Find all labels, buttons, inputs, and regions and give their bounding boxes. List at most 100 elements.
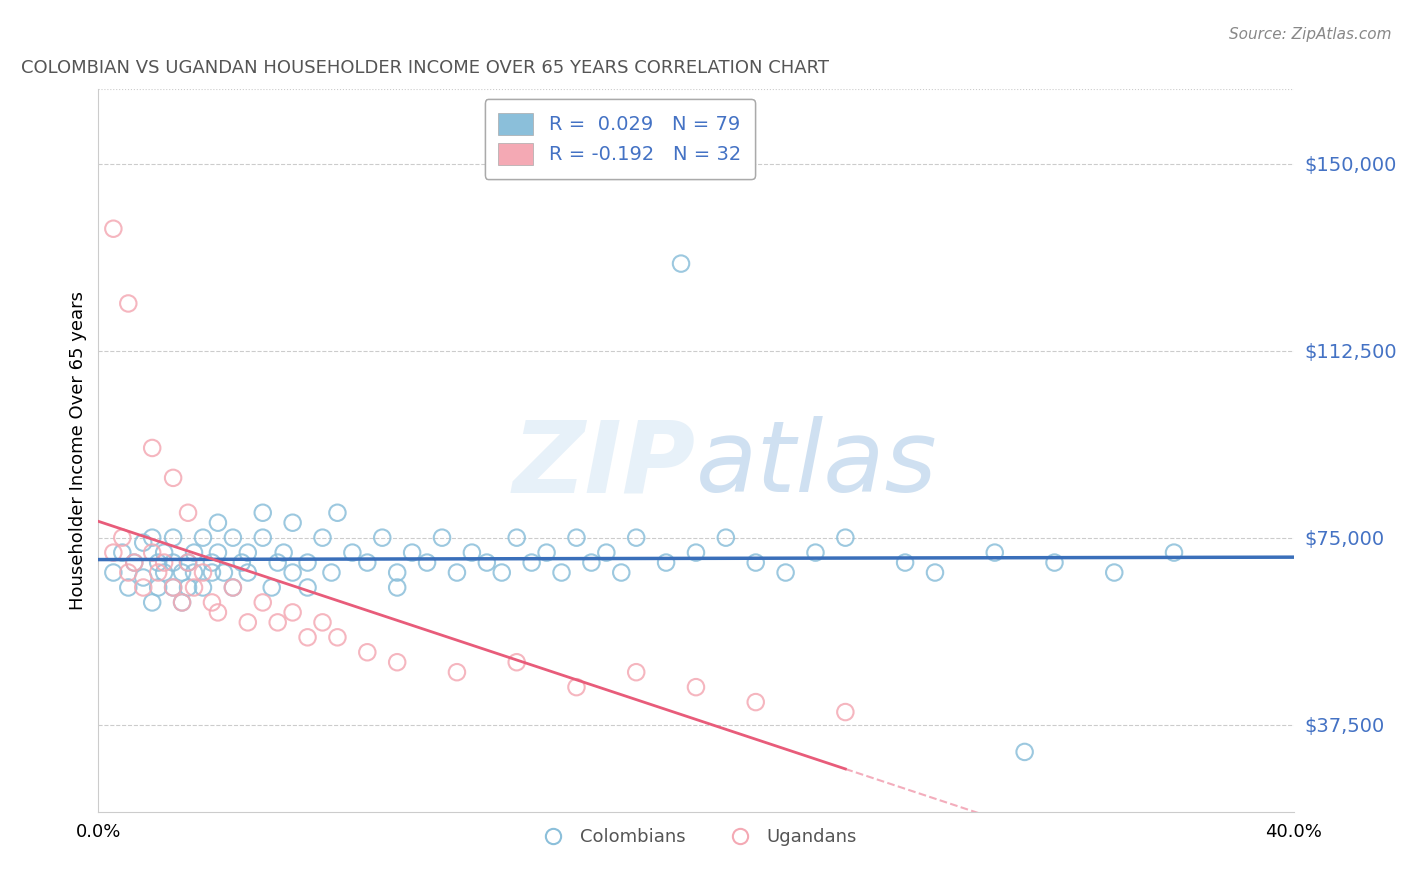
- Point: [446, 665, 468, 680]
- Point: [401, 546, 423, 560]
- Point: [201, 556, 224, 570]
- Point: [103, 546, 125, 560]
- Point: [984, 546, 1007, 560]
- Point: [924, 566, 946, 580]
- Point: [273, 546, 295, 560]
- Point: [260, 581, 283, 595]
- Text: COLOMBIAN VS UGANDAN HOUSEHOLDER INCOME OVER 65 YEARS CORRELATION CHART: COLOMBIAN VS UGANDAN HOUSEHOLDER INCOME …: [21, 59, 828, 77]
- Point: [222, 531, 245, 545]
- Point: [1104, 566, 1126, 580]
- Point: [222, 581, 245, 595]
- Point: [191, 581, 214, 595]
- Point: [148, 581, 170, 595]
- Point: [506, 655, 529, 669]
- Point: [212, 566, 235, 580]
- Point: [475, 556, 498, 570]
- Point: [356, 556, 378, 570]
- Point: [894, 556, 917, 570]
- Text: atlas: atlas: [696, 417, 938, 514]
- Point: [177, 556, 200, 570]
- Point: [153, 546, 176, 560]
- Point: [1163, 546, 1185, 560]
- Point: [267, 556, 290, 570]
- Point: [207, 516, 229, 530]
- Point: [162, 531, 184, 545]
- Point: [446, 566, 468, 580]
- Point: [111, 546, 134, 560]
- Point: [162, 471, 184, 485]
- Point: [141, 531, 163, 545]
- Point: [834, 705, 856, 719]
- Point: [162, 581, 184, 595]
- Point: [153, 556, 176, 570]
- Point: [141, 546, 163, 560]
- Point: [565, 531, 588, 545]
- Point: [148, 556, 170, 570]
- Point: [172, 595, 194, 609]
- Point: [177, 506, 200, 520]
- Point: [124, 556, 146, 570]
- Point: [111, 531, 134, 545]
- Point: [491, 566, 513, 580]
- Point: [416, 556, 439, 570]
- Point: [172, 566, 194, 580]
- Point: [321, 566, 343, 580]
- Point: [162, 581, 184, 595]
- Point: [183, 566, 205, 580]
- Point: [252, 595, 274, 609]
- Point: [297, 630, 319, 644]
- Point: [201, 595, 224, 609]
- Point: [236, 546, 259, 560]
- Point: [685, 546, 707, 560]
- Point: [536, 546, 558, 560]
- Point: [626, 665, 648, 680]
- Point: [183, 546, 205, 560]
- Point: [626, 531, 648, 545]
- Point: [141, 441, 163, 455]
- Point: [385, 581, 409, 595]
- Point: [236, 566, 259, 580]
- Point: [281, 516, 304, 530]
- Point: [311, 615, 333, 630]
- Point: [162, 556, 184, 570]
- Point: [117, 296, 139, 310]
- Point: [132, 581, 155, 595]
- Point: [141, 595, 163, 609]
- Point: [520, 556, 543, 570]
- Point: [252, 531, 274, 545]
- Point: [565, 680, 588, 694]
- Point: [117, 566, 139, 580]
- Point: [207, 546, 229, 560]
- Legend: R =  0.029   N = 79, R = -0.192   N = 32: R = 0.029 N = 79, R = -0.192 N = 32: [485, 99, 755, 178]
- Point: [252, 506, 274, 520]
- Point: [775, 566, 797, 580]
- Point: [297, 581, 319, 595]
- Text: Source: ZipAtlas.com: Source: ZipAtlas.com: [1229, 27, 1392, 42]
- Point: [685, 680, 707, 694]
- Point: [311, 531, 333, 545]
- Point: [132, 570, 155, 584]
- Point: [385, 655, 409, 669]
- Point: [281, 566, 304, 580]
- Point: [281, 606, 304, 620]
- Point: [610, 566, 633, 580]
- Point: [124, 556, 146, 570]
- Point: [177, 581, 200, 595]
- Point: [267, 615, 290, 630]
- Point: [117, 581, 139, 595]
- Point: [191, 566, 214, 580]
- Point: [595, 546, 617, 560]
- Point: [201, 566, 224, 580]
- Point: [550, 566, 572, 580]
- Point: [177, 556, 200, 570]
- Point: [461, 546, 484, 560]
- Point: [385, 566, 409, 580]
- Point: [745, 695, 768, 709]
- Point: [669, 257, 692, 271]
- Point: [222, 581, 245, 595]
- Point: [834, 531, 856, 545]
- Point: [297, 556, 319, 570]
- Point: [326, 630, 349, 644]
- Point: [745, 556, 768, 570]
- Point: [153, 566, 176, 580]
